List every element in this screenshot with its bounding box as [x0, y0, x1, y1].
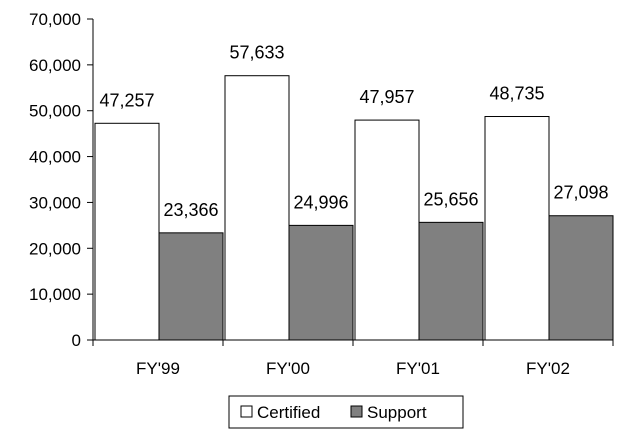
data-label-certified: 57,633 [229, 43, 284, 63]
bar-certified [94, 122, 160, 341]
data-label-certified: 47,257 [99, 90, 154, 110]
y-tick-label: 30,000 [29, 193, 81, 212]
y-tick-label: 60,000 [29, 56, 81, 75]
y-tick-label: 50,000 [29, 102, 81, 121]
x-tick-label: FY'01 [396, 359, 440, 378]
data-label-certified: 48,735 [489, 84, 544, 104]
y-tick-label: 70,000 [29, 10, 81, 29]
x-tick-label: FY'02 [526, 359, 570, 378]
data-label-support: 25,656 [423, 189, 478, 209]
legend: Certified Support [228, 395, 464, 429]
y-tick-label: 0 [72, 331, 81, 350]
bar-support [158, 232, 224, 341]
data-label-certified: 47,957 [359, 87, 414, 107]
legend-box [228, 395, 464, 429]
data-labels: 47,257 57,633 47,957 48,735 23,366 24,996 25,6… [99, 43, 608, 220]
bar-certified [484, 116, 550, 341]
y-axis: 0 10,000 20,000 30,000 40,000 50,000 60,000 70,… [29, 10, 94, 350]
x-tick-label: FY'99 [136, 359, 180, 378]
x-axis: FY'99 FY'00 FY'01 FY'02 [92, 339, 614, 378]
y-tick-label: 10,000 [29, 285, 81, 304]
x-tick-label: FY'00 [266, 359, 310, 378]
legend-label-support: Support [367, 403, 427, 422]
legend-swatch-support [350, 405, 363, 418]
y-tick-label: 20,000 [29, 239, 81, 258]
legend-swatch-certified [240, 405, 253, 418]
data-label-support: 24,996 [293, 192, 348, 212]
y-tick-label: 40,000 [29, 148, 81, 167]
bars [94, 75, 614, 341]
bar-certified [224, 75, 290, 341]
legend-label-certified: Certified [257, 403, 320, 422]
bar-support [288, 224, 354, 341]
data-label-support: 23,366 [163, 200, 218, 220]
bar-support [418, 221, 484, 341]
bar-certified [354, 119, 420, 341]
bar-support [548, 215, 614, 341]
data-label-support: 27,098 [553, 183, 608, 203]
